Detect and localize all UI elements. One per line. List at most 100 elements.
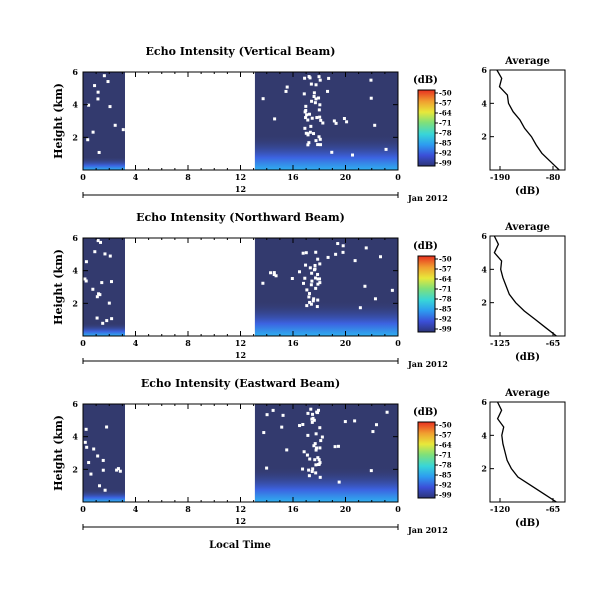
missing-data-cell bbox=[314, 276, 318, 280]
missing-data-cell bbox=[306, 411, 310, 415]
missing-data-cell bbox=[317, 108, 321, 112]
missing-data-cell bbox=[305, 288, 309, 292]
missing-data-cell bbox=[91, 287, 95, 291]
average-y-tick-label: 6 bbox=[481, 231, 487, 241]
average-frame bbox=[489, 235, 566, 337]
missing-data-cell bbox=[309, 302, 313, 306]
colorbar-tick-label: -71 bbox=[439, 285, 452, 294]
colorbar bbox=[417, 89, 436, 167]
missing-data-cell bbox=[308, 76, 312, 80]
missing-data-cell bbox=[374, 423, 378, 427]
colorbar bbox=[417, 421, 436, 499]
missing-data-cell bbox=[358, 306, 362, 310]
x-tick-label: 0 bbox=[80, 172, 86, 182]
missing-data-cell bbox=[364, 246, 368, 250]
missing-data-cell bbox=[93, 250, 97, 254]
missing-data-cell bbox=[285, 448, 289, 452]
average-frame bbox=[489, 69, 566, 171]
x-tick-label: 8 bbox=[185, 504, 191, 514]
date-label: Jan 2012 bbox=[407, 359, 448, 369]
missing-data-cell bbox=[319, 439, 323, 443]
missing-data-cell bbox=[302, 92, 306, 96]
missing-data-cell bbox=[271, 408, 275, 412]
missing-data-cell bbox=[363, 284, 367, 288]
y-axis-label: Height (km) bbox=[52, 83, 65, 159]
missing-data-cell bbox=[317, 96, 321, 100]
y-tick-label: 4 bbox=[72, 100, 78, 110]
missing-data-cell bbox=[337, 480, 341, 484]
average-y-tick-label: 4 bbox=[481, 98, 487, 108]
surface-echo-late bbox=[254, 134, 398, 170]
surface-echo-early bbox=[83, 322, 125, 336]
x-tick-label: 4 bbox=[133, 338, 139, 348]
missing-data-cell bbox=[310, 116, 314, 120]
missing-data-cell bbox=[301, 467, 305, 471]
colorbar-tick-label: -57 bbox=[439, 265, 452, 274]
missing-data-cell bbox=[301, 422, 305, 426]
missing-data-cell bbox=[265, 413, 269, 417]
x-tick-label: 8 bbox=[185, 172, 191, 182]
missing-data-cell bbox=[87, 103, 91, 107]
colorbar-tick-label: -99 bbox=[439, 491, 452, 500]
missing-data-cell bbox=[312, 444, 316, 448]
missing-data-cell bbox=[105, 319, 109, 323]
missing-data-cell bbox=[306, 132, 310, 136]
y-tick-label: 6 bbox=[72, 399, 78, 409]
missing-data-cell bbox=[334, 121, 338, 125]
missing-data-cell bbox=[314, 83, 318, 87]
missing-data-cell bbox=[308, 130, 312, 134]
missing-data-cell bbox=[314, 448, 318, 452]
colorbar-tick-label: -64 bbox=[439, 441, 452, 450]
missing-data-cell bbox=[304, 251, 308, 255]
missing-data-cell bbox=[336, 242, 340, 246]
y-tick-label: 4 bbox=[72, 432, 78, 442]
x-tick-label: 16 bbox=[287, 338, 299, 348]
missing-data-cell bbox=[101, 458, 105, 462]
colorbar-tick-label: -92 bbox=[439, 315, 452, 324]
colorbar bbox=[417, 255, 436, 333]
missing-data-cell bbox=[298, 424, 302, 428]
missing-data-speckles bbox=[83, 239, 394, 325]
missing-data-cell bbox=[371, 430, 375, 434]
missing-data-cell bbox=[307, 295, 311, 299]
missing-data-cell bbox=[83, 440, 87, 444]
colorbar-tick-label: -64 bbox=[439, 109, 452, 118]
missing-data-cell bbox=[273, 117, 277, 121]
missing-data-cell bbox=[316, 272, 320, 276]
colorbar-tick-label: -78 bbox=[439, 129, 452, 138]
missing-data-cell bbox=[320, 435, 324, 439]
panel-3: Echo Intensity (Eastward Beam) 0 4 8 12 16 20 0… bbox=[52, 377, 566, 535]
missing-data-cell bbox=[285, 85, 289, 89]
x-tick-label: 16 bbox=[287, 172, 299, 182]
missing-data-cell bbox=[373, 123, 377, 127]
colorbar-tick-label: -78 bbox=[439, 461, 452, 470]
average-x-tick-label: -190 bbox=[490, 172, 510, 182]
missing-data-cell bbox=[318, 103, 322, 107]
date-label: Jan 2012 bbox=[407, 525, 448, 535]
missing-data-cell bbox=[91, 130, 95, 134]
missing-data-cell bbox=[308, 300, 312, 304]
average-title: Average bbox=[504, 388, 550, 399]
missing-data-cell bbox=[310, 417, 314, 421]
missing-data-cell bbox=[308, 266, 312, 270]
missing-data-cell bbox=[304, 263, 308, 267]
missing-data-cell bbox=[311, 412, 315, 416]
missing-data-cell bbox=[315, 446, 319, 450]
missing-data-cell bbox=[336, 444, 340, 448]
day-label: 12 bbox=[235, 350, 246, 360]
missing-data-cell bbox=[303, 110, 307, 114]
missing-data-cell bbox=[332, 119, 336, 123]
missing-data-cell bbox=[307, 141, 311, 145]
missing-data-cell bbox=[343, 420, 347, 424]
missing-data-cell bbox=[274, 274, 278, 278]
missing-data-cell bbox=[319, 143, 323, 147]
missing-data-cell bbox=[369, 96, 373, 100]
colorbar-tick-label: -85 bbox=[439, 305, 452, 314]
missing-data-cell bbox=[304, 104, 308, 108]
x-tick-label: 0 bbox=[395, 504, 401, 514]
missing-data-cell bbox=[118, 469, 122, 473]
missing-data-cell bbox=[310, 469, 314, 473]
surface-echo-late bbox=[254, 466, 398, 502]
missing-data-cell bbox=[97, 292, 101, 296]
missing-data-cell bbox=[280, 425, 284, 429]
